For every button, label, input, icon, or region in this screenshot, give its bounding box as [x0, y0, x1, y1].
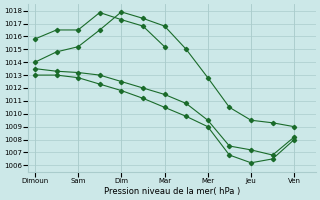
X-axis label: Pression niveau de la mer( hPa ): Pression niveau de la mer( hPa ): [104, 187, 240, 196]
